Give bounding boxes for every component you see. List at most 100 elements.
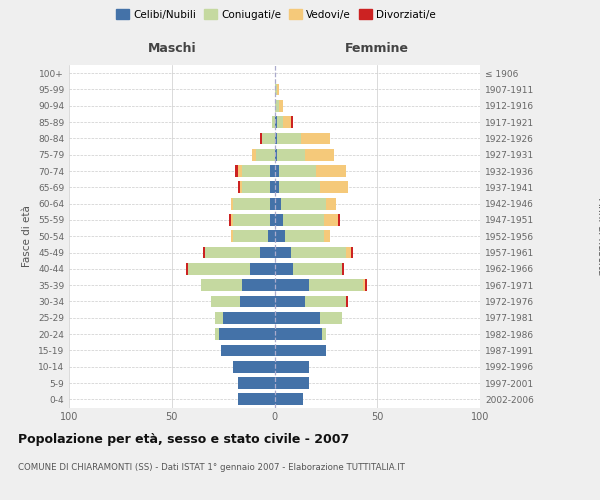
Bar <box>350 246 353 258</box>
Bar <box>275 100 278 112</box>
Bar <box>310 280 363 291</box>
Bar <box>271 198 275 209</box>
Bar <box>271 165 275 177</box>
Bar <box>215 312 223 324</box>
Y-axis label: Fasce di età: Fasce di età <box>22 206 32 267</box>
Bar <box>322 328 326 340</box>
Bar <box>260 132 262 144</box>
Bar <box>324 214 338 226</box>
Text: Femmine: Femmine <box>345 42 409 55</box>
Text: COMUNE DI CHIARAMONTI (SS) - Dati ISTAT 1° gennaio 2007 - Elaborazione TUTTITALI: COMUNE DI CHIARAMONTI (SS) - Dati ISTAT … <box>18 462 405 471</box>
Bar <box>262 132 275 144</box>
Bar <box>233 230 268 242</box>
Bar <box>233 214 271 226</box>
Bar <box>275 132 277 144</box>
Bar <box>346 296 349 308</box>
Bar <box>272 116 275 128</box>
Bar <box>277 132 301 144</box>
Bar <box>277 116 283 128</box>
Bar <box>320 312 343 324</box>
Bar <box>275 312 320 324</box>
Bar <box>275 214 283 226</box>
Bar <box>256 149 275 160</box>
Bar <box>239 296 275 308</box>
Bar <box>235 165 238 177</box>
Bar <box>275 263 293 274</box>
Bar <box>275 328 322 340</box>
Bar <box>232 198 233 209</box>
Bar <box>238 394 275 405</box>
Bar <box>275 116 277 128</box>
Bar <box>271 214 275 226</box>
Bar <box>219 328 275 340</box>
Bar <box>260 246 275 258</box>
Bar <box>278 182 320 193</box>
Bar <box>203 246 205 258</box>
Bar <box>285 230 324 242</box>
Bar <box>232 214 233 226</box>
Bar <box>215 328 219 340</box>
Bar <box>271 182 275 193</box>
Bar <box>283 116 291 128</box>
Bar <box>283 214 324 226</box>
Bar <box>326 198 336 209</box>
Bar <box>275 377 310 389</box>
Bar <box>229 214 232 226</box>
Bar <box>275 165 278 177</box>
Bar <box>186 263 188 274</box>
Bar <box>238 165 242 177</box>
Bar <box>205 246 260 258</box>
Bar <box>242 280 275 291</box>
Bar <box>200 280 242 291</box>
Legend: Celibi/Nubili, Coniugati/e, Vedovi/e, Divorziati/e: Celibi/Nubili, Coniugati/e, Vedovi/e, Di… <box>112 5 440 24</box>
Bar <box>275 296 305 308</box>
Bar <box>293 263 343 274</box>
Bar <box>232 230 233 242</box>
Bar <box>278 165 316 177</box>
Bar <box>223 312 275 324</box>
Bar <box>275 246 291 258</box>
Bar <box>275 361 310 372</box>
Bar <box>268 230 275 242</box>
Bar <box>301 132 330 144</box>
Bar <box>242 182 271 193</box>
Bar <box>250 263 275 274</box>
Bar <box>363 280 365 291</box>
Text: Popolazione per età, sesso e stato civile - 2007: Popolazione per età, sesso e stato civil… <box>18 432 349 446</box>
Bar <box>275 280 310 291</box>
Bar <box>278 100 283 112</box>
Bar <box>188 263 250 274</box>
Bar <box>338 214 340 226</box>
Bar <box>324 230 330 242</box>
Bar <box>343 263 344 274</box>
Bar <box>275 344 326 356</box>
Y-axis label: Anni di nascita: Anni di nascita <box>596 198 600 275</box>
Bar <box>275 149 277 160</box>
Bar <box>316 165 346 177</box>
Bar <box>233 361 275 372</box>
Bar <box>277 149 305 160</box>
Bar <box>242 165 271 177</box>
Bar <box>277 84 278 96</box>
Bar <box>291 246 346 258</box>
Bar <box>233 198 271 209</box>
Bar <box>238 377 275 389</box>
Bar <box>305 149 334 160</box>
Bar <box>305 296 346 308</box>
Bar <box>291 116 293 128</box>
Bar <box>275 394 303 405</box>
Bar <box>346 246 350 258</box>
Bar <box>281 198 326 209</box>
Bar <box>238 182 239 193</box>
Bar <box>275 230 285 242</box>
Bar <box>221 344 275 356</box>
Text: Maschi: Maschi <box>148 42 196 55</box>
Bar <box>252 149 256 160</box>
Bar <box>275 198 281 209</box>
Bar <box>275 84 277 96</box>
Bar <box>211 296 239 308</box>
Bar <box>239 182 242 193</box>
Bar <box>320 182 349 193</box>
Bar <box>275 182 278 193</box>
Bar <box>365 280 367 291</box>
